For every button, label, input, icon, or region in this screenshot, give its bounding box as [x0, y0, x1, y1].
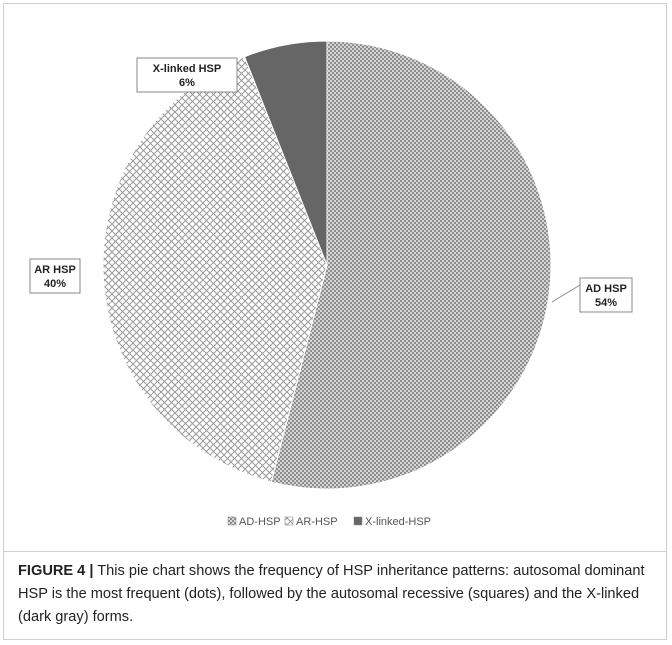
legend-entry-ar-hsp: AR-HSP	[284, 516, 338, 528]
caption-divider	[3, 551, 667, 552]
slice-label-ar-hsp: AR HSP 40%	[29, 258, 81, 294]
legend: AD-HSP AR-HSP X-linked-HSP	[227, 516, 431, 528]
legend-label: AR-HSP	[296, 516, 338, 528]
slice-value-label: 40%	[44, 278, 66, 290]
leader-lines	[551, 284, 581, 303]
pie-slice-ad-hsp	[270, 40, 552, 490]
figure-label: FIGURE 4 |	[18, 563, 94, 579]
caption-text: This pie chart shows the frequency of HS…	[18, 563, 645, 625]
legend-label: X-linked-HSP	[365, 516, 431, 528]
legend-swatch	[353, 516, 363, 526]
slice-value-label: 6%	[179, 77, 195, 89]
slice-category-label: AR HSP	[34, 264, 76, 276]
slice-category-label: AD HSP	[585, 283, 627, 295]
slice-label-ad-hsp: AD HSP 54%	[579, 277, 633, 313]
legend-label: AD-HSP	[239, 516, 281, 528]
pie-slices	[102, 40, 552, 490]
legend-swatch	[284, 516, 294, 526]
pie-slice-ar-hsp	[102, 56, 328, 483]
slice-label-x-linked-hsp: X-linked HSP 6%	[136, 57, 238, 93]
slice-category-label: X-linked HSP	[153, 63, 221, 75]
slice-labels: AD HSP 54% AR HSP 40% X-linked HSP 6%	[29, 57, 633, 313]
legend-swatch	[227, 516, 237, 526]
slice-value-label: 54%	[595, 297, 617, 309]
leader-line	[551, 284, 581, 303]
legend-entry-ad-hsp: AD-HSP	[227, 516, 281, 528]
legend-entry-x-linked-hsp: X-linked-HSP	[353, 516, 431, 528]
pie-slice-x-linked-hsp	[243, 40, 328, 266]
figure-caption: FIGURE 4 | This pie chart shows the freq…	[18, 560, 654, 629]
